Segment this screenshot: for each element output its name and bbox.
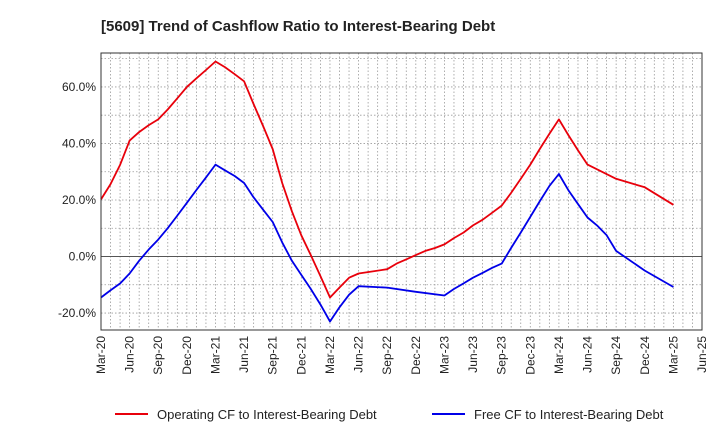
- x-tick-label: Mar-22: [323, 336, 337, 374]
- x-tick-label: Dec-24: [638, 336, 652, 375]
- y-tick-label: 60.0%: [62, 80, 96, 94]
- x-tick-label: Sep-23: [495, 336, 509, 375]
- plot-frame: [100, 52, 703, 331]
- x-tick-label: Mar-21: [208, 336, 222, 374]
- x-tick-label: Sep-21: [266, 336, 280, 375]
- plot-border: [100, 52, 703, 331]
- x-tick-label: Mar-25: [666, 336, 680, 374]
- legend-label: Operating CF to Interest-Bearing Debt: [157, 407, 377, 422]
- y-tick-label: 20.0%: [62, 193, 96, 207]
- x-tick-label: Dec-22: [409, 336, 423, 375]
- x-tick-label: Jun-24: [581, 336, 595, 373]
- x-tick-label: Dec-23: [523, 336, 537, 375]
- y-tick-label: -20.0%: [58, 306, 96, 320]
- x-tick-label: Mar-23: [437, 336, 451, 374]
- x-tick-label: Jun-21: [237, 336, 251, 373]
- x-tick-label: Mar-20: [94, 336, 108, 374]
- x-tick-label: Jun-25: [695, 336, 709, 373]
- y-tick-label: 0.0%: [69, 250, 97, 264]
- series-lines: [100, 60, 674, 323]
- x-tick-label: Mar-24: [552, 336, 566, 374]
- y-axis-ticks: -20.0% 0.0% 20.0% 40.0% 60.0%: [58, 80, 96, 320]
- chart-title: [5609] Trend of Cashflow Ratio to Intere…: [101, 18, 495, 35]
- legend-label: Free CF to Interest-Bearing Debt: [474, 407, 664, 422]
- x-tick-label: Dec-20: [180, 336, 194, 375]
- x-tick-label: Jun-20: [123, 336, 137, 373]
- legend: Operating CF to Interest-Bearing Debt Fre…: [115, 407, 664, 422]
- x-tick-label: Sep-22: [380, 336, 394, 375]
- x-tick-label: Sep-24: [609, 336, 623, 375]
- y-tick-label: 40.0%: [62, 136, 96, 150]
- operating-cf-line: [100, 60, 674, 299]
- x-tick-label: Sep-20: [151, 336, 165, 375]
- x-axis-ticks: Mar-20 Jun-20 Sep-20 Dec-20 Mar-21 Jun-21 Sep-…: [94, 336, 709, 375]
- free-cf-line: [100, 163, 674, 323]
- x-tick-label: Dec-21: [294, 336, 308, 375]
- grid: [100, 53, 703, 330]
- x-tick-label: Jun-23: [466, 336, 480, 373]
- x-tick-label: Jun-22: [352, 336, 366, 373]
